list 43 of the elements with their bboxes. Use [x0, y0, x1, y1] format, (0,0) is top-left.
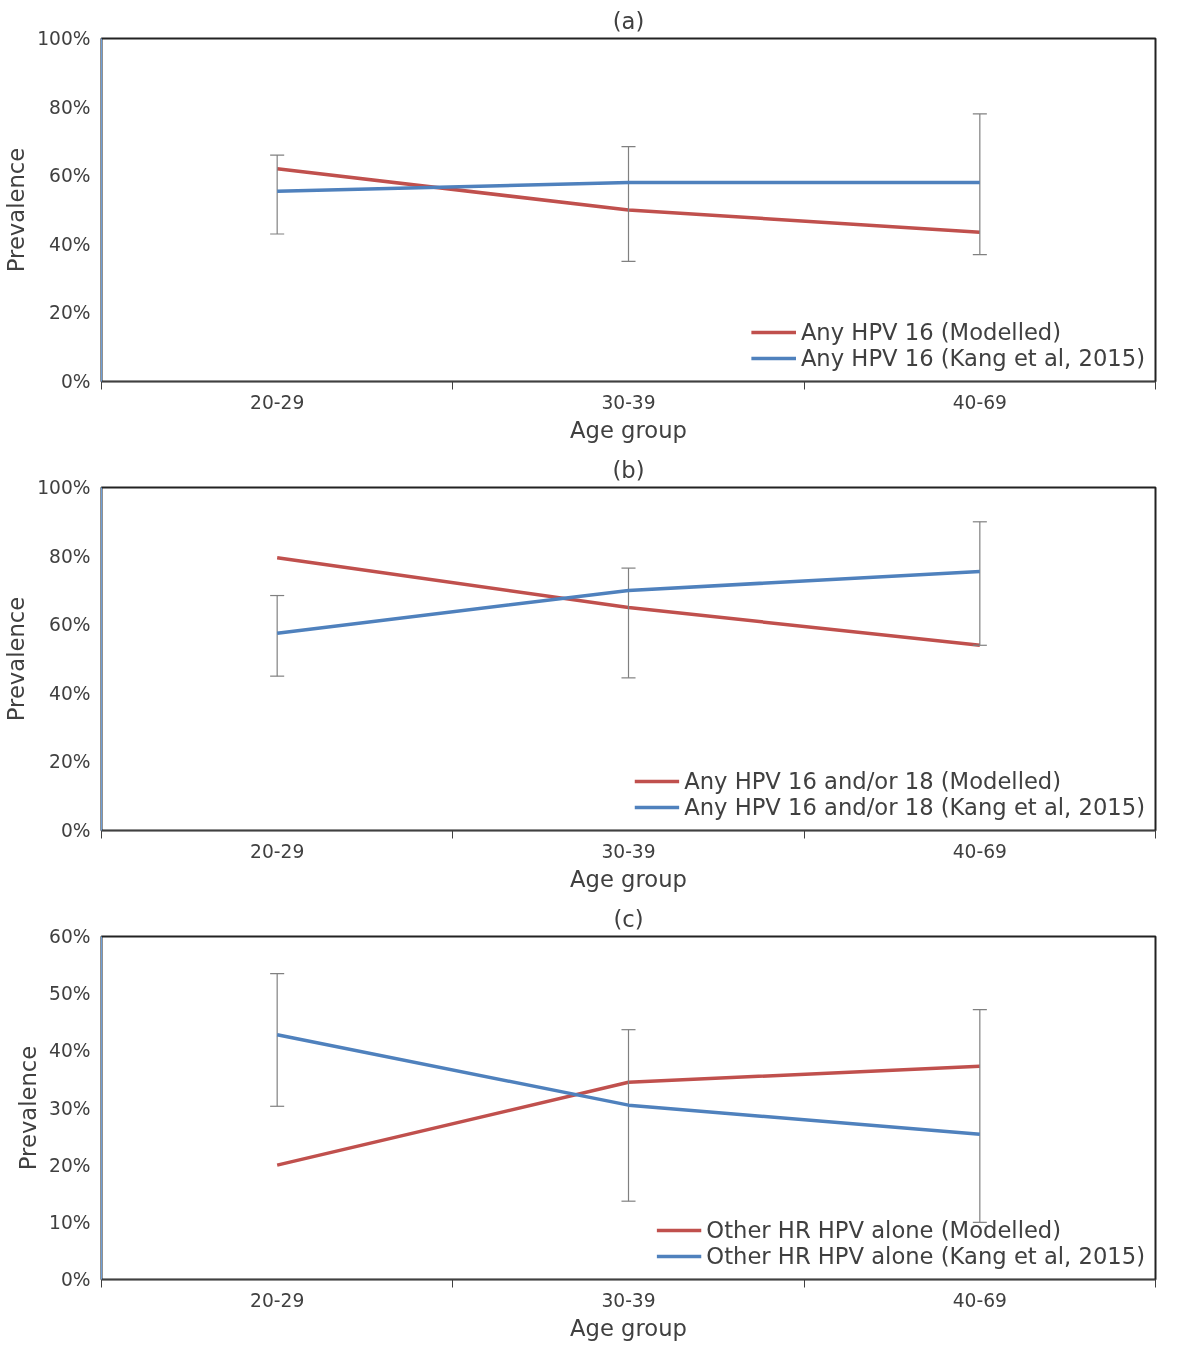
- y-axis-title: Prevalence: [15, 1045, 42, 1171]
- legend-label: Any HPV 16 and/or 18 (Kang et al, 2015): [684, 794, 1145, 820]
- legend-label: Any HPV 16 (Kang et al, 2015): [800, 345, 1145, 371]
- y-tick-label: 30%: [49, 1097, 91, 1119]
- x-tick-label: 20-29: [250, 1289, 305, 1311]
- y-tick-label: 0%: [60, 820, 91, 841]
- x-tick-label: 40-69: [952, 391, 1007, 413]
- y-tick-label: 80%: [49, 545, 91, 567]
- y-tick-label: 0%: [60, 1269, 91, 1290]
- chart-title: (b): [612, 456, 645, 483]
- y-tick-label: 40%: [49, 233, 91, 255]
- x-axis-title: Age group: [570, 865, 687, 892]
- legend-label: Any HPV 16 (Modelled): [800, 319, 1062, 345]
- y-tick-label: 40%: [49, 682, 91, 704]
- chart-title: (a): [612, 7, 645, 34]
- x-tick-label: 30-39: [601, 1289, 656, 1311]
- y-tick-label: 40%: [49, 1040, 91, 1062]
- x-axis-title: Age group: [570, 1314, 687, 1341]
- y-tick-label: 0%: [60, 371, 91, 392]
- y-axis-title: Prevalence: [3, 147, 30, 273]
- x-tick-label: 40-69: [952, 1289, 1007, 1311]
- y-tick-label: 20%: [49, 1154, 91, 1176]
- y-axis-title: Prevalence: [3, 596, 30, 722]
- x-tick-label: 20-29: [250, 391, 305, 413]
- x-tick-label: 20-29: [250, 840, 305, 862]
- x-axis-title: Age group: [570, 416, 687, 443]
- x-tick-label: 30-39: [601, 391, 656, 413]
- legend-label: Any HPV 16 and/or 18 (Modelled): [684, 768, 1062, 794]
- y-tick-label: 100%: [37, 477, 91, 498]
- y-tick-label: 60%: [49, 926, 91, 947]
- y-tick-label: 80%: [49, 96, 91, 118]
- y-tick-label: 100%: [37, 28, 91, 49]
- y-tick-label: 20%: [49, 302, 91, 324]
- x-tick-label: 40-69: [952, 840, 1007, 862]
- legend-label: Other HR HPV alone (Modelled): [706, 1217, 1062, 1243]
- y-tick-label: 20%: [49, 751, 91, 773]
- legend-label: Other HR HPV alone (Kang et al, 2015): [706, 1243, 1145, 1269]
- y-tick-label: 60%: [49, 165, 91, 187]
- y-tick-label: 50%: [49, 983, 91, 1005]
- chart-title: (c): [613, 905, 644, 932]
- y-tick-label: 10%: [49, 1211, 91, 1233]
- y-tick-label: 60%: [49, 614, 91, 636]
- x-tick-label: 30-39: [601, 840, 656, 862]
